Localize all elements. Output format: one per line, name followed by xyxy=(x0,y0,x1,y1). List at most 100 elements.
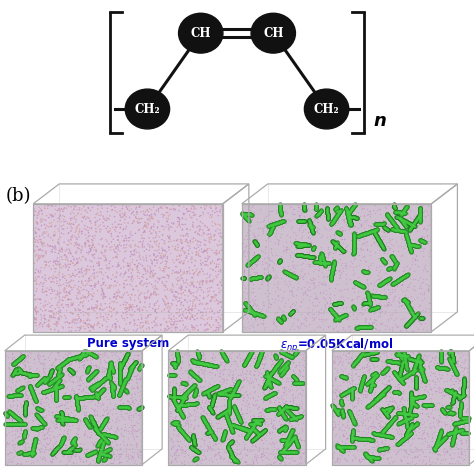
Point xyxy=(452,419,460,427)
Point xyxy=(306,262,313,270)
Point xyxy=(456,409,464,417)
Point xyxy=(314,307,322,314)
Point xyxy=(32,397,39,404)
Point xyxy=(117,403,125,410)
Point xyxy=(209,293,217,301)
Point xyxy=(64,448,71,456)
Point xyxy=(401,352,408,360)
Point xyxy=(416,213,424,220)
Point xyxy=(344,207,351,215)
Point xyxy=(14,356,22,364)
Point xyxy=(73,400,81,407)
Point xyxy=(397,367,404,375)
Point xyxy=(419,393,427,401)
Point xyxy=(216,411,224,419)
Point xyxy=(304,253,312,260)
Point xyxy=(256,353,264,360)
Point xyxy=(268,392,275,399)
Point xyxy=(459,429,466,437)
Point xyxy=(28,451,36,458)
Point xyxy=(402,362,410,370)
Point xyxy=(399,216,406,224)
Point xyxy=(359,376,366,384)
Point xyxy=(17,368,25,375)
Point xyxy=(129,397,137,404)
Point xyxy=(396,409,403,417)
Point xyxy=(383,265,391,273)
Point xyxy=(263,253,271,260)
Point xyxy=(58,413,66,421)
Point xyxy=(277,366,284,374)
Point xyxy=(416,359,424,367)
Point xyxy=(222,387,229,394)
Point xyxy=(55,327,62,335)
Point xyxy=(136,365,143,373)
Point xyxy=(191,389,199,396)
Point xyxy=(210,362,218,370)
Point xyxy=(213,424,220,431)
Point xyxy=(98,378,105,385)
Point xyxy=(205,425,213,432)
Point xyxy=(265,373,273,381)
Point xyxy=(382,277,389,285)
Point xyxy=(173,445,181,453)
Point xyxy=(408,391,415,398)
Point xyxy=(116,367,124,375)
Point xyxy=(106,282,113,289)
Point xyxy=(103,451,110,459)
Point xyxy=(39,419,47,426)
Point xyxy=(408,411,415,419)
Point xyxy=(292,239,299,247)
Point xyxy=(203,270,211,278)
Point xyxy=(392,278,400,286)
Point xyxy=(330,260,337,268)
Point xyxy=(16,449,23,456)
Point xyxy=(248,420,256,428)
Point xyxy=(460,381,467,388)
Point xyxy=(80,253,87,260)
Point xyxy=(142,223,150,231)
Point xyxy=(299,242,307,249)
Point xyxy=(346,220,354,228)
Point xyxy=(394,359,401,366)
Point xyxy=(396,410,404,417)
Point xyxy=(129,362,137,369)
Point xyxy=(24,370,31,378)
Point xyxy=(210,392,218,400)
Point xyxy=(410,422,418,429)
Point xyxy=(255,416,263,424)
Point xyxy=(367,349,374,357)
Point xyxy=(55,413,63,420)
Point xyxy=(67,387,75,394)
Point xyxy=(55,349,62,356)
Point xyxy=(25,392,32,400)
Point xyxy=(348,413,356,421)
Point xyxy=(147,215,155,222)
Point xyxy=(80,379,87,386)
Point xyxy=(207,260,215,267)
Point xyxy=(160,240,168,247)
Point xyxy=(74,265,82,273)
Point xyxy=(434,437,442,444)
Point xyxy=(244,430,252,438)
Point xyxy=(85,349,92,356)
Point xyxy=(70,439,78,447)
Point xyxy=(49,243,57,251)
Point xyxy=(73,397,81,405)
Point xyxy=(82,417,90,425)
Point xyxy=(204,429,212,437)
Point xyxy=(243,214,250,222)
Point xyxy=(350,242,357,250)
Point xyxy=(135,219,143,227)
Point xyxy=(146,246,153,254)
Point xyxy=(15,365,23,373)
Point xyxy=(128,362,136,370)
Point xyxy=(51,424,59,432)
Point xyxy=(340,312,347,319)
Point xyxy=(428,450,436,457)
Point xyxy=(416,211,423,219)
Point xyxy=(263,380,270,387)
Point xyxy=(265,375,273,383)
Point xyxy=(460,391,468,398)
Point xyxy=(256,419,264,427)
